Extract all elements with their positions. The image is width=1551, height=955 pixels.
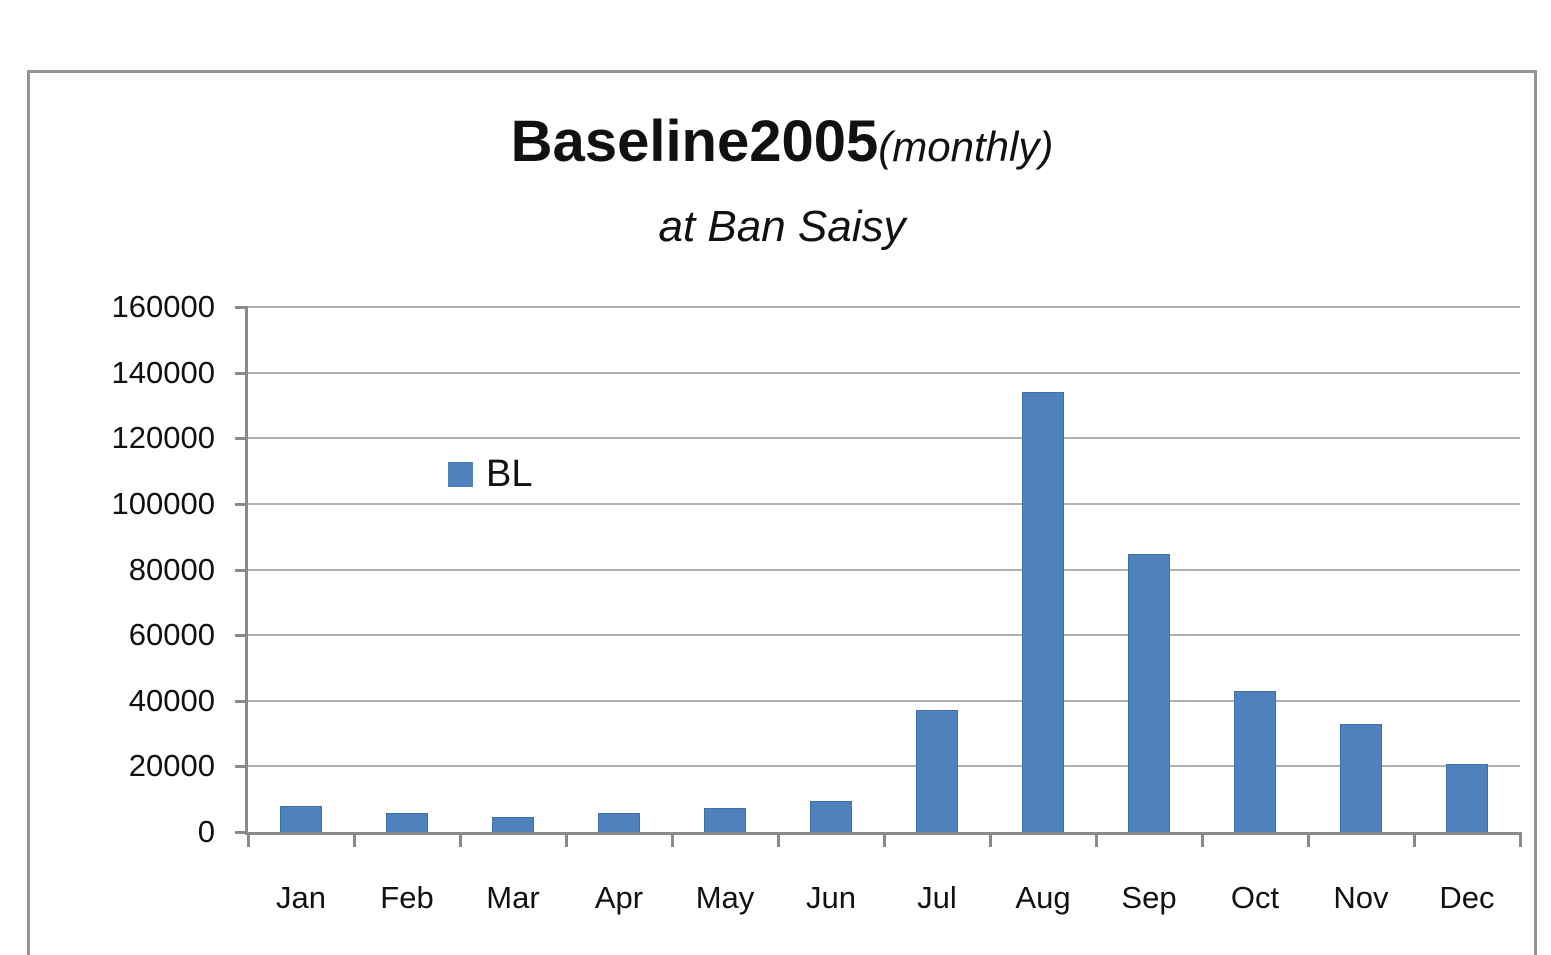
x-axis-tick [353, 832, 356, 847]
gridline [248, 634, 1520, 637]
y-axis-tick [235, 568, 248, 572]
x-axis-category-label: Aug [1015, 880, 1071, 915]
bar-nov [1340, 724, 1382, 832]
bar-aug [1022, 392, 1064, 832]
x-axis-category-label: Dec [1439, 880, 1495, 915]
gridline [248, 437, 1520, 440]
bar-jan [280, 806, 322, 832]
gridline [248, 502, 1520, 505]
y-axis-tick [235, 765, 248, 769]
chart-subtitle: at Ban Saisy [658, 202, 906, 251]
x-axis-category-label: Nov [1333, 880, 1389, 915]
x-axis-tick [1201, 832, 1204, 847]
x-axis-category-label: Mar [486, 880, 540, 915]
y-axis-tick-label: 120000 [111, 420, 215, 456]
x-axis-tick [565, 832, 568, 847]
bar-feb [386, 813, 428, 832]
bar-jun [810, 801, 852, 832]
y-axis-tick-label: 140000 [111, 354, 215, 390]
chart-title-main: Baseline2005 [510, 109, 879, 174]
y-axis-tick-label: 60000 [128, 617, 215, 653]
x-axis-category-label: Feb [380, 880, 434, 915]
x-axis-category-label: Jan [276, 880, 326, 915]
chart-title: Baseline2005(monthly) [27, 108, 1537, 175]
y-axis-tick [235, 634, 248, 638]
x-axis-tick [459, 832, 462, 847]
bar-may [704, 808, 746, 832]
y-axis-tick [235, 699, 248, 703]
gridline [248, 371, 1520, 374]
y-axis-tick-label: 40000 [128, 682, 215, 718]
y-axis-tick-label: 80000 [128, 551, 215, 587]
legend: BL [448, 455, 532, 493]
bar-oct [1234, 691, 1276, 832]
legend-series-label: BL [486, 453, 533, 495]
y-axis-tick [235, 306, 248, 309]
x-axis-category-label: Oct [1230, 880, 1280, 915]
x-axis-tick [1413, 832, 1416, 847]
y-axis-tick-label: 100000 [111, 485, 215, 521]
bar-mar [492, 817, 534, 832]
x-axis-category-label: May [695, 880, 755, 915]
x-axis-tick [1307, 832, 1310, 847]
y-axis-tick-label: 0 [197, 814, 215, 849]
gridline [248, 306, 1520, 308]
x-axis-category-label: Jun [806, 880, 856, 915]
y-axis-tick-label: 160000 [111, 289, 215, 324]
bar-apr [598, 813, 640, 832]
x-axis-tick [247, 832, 250, 847]
gridline [248, 568, 1520, 571]
gridline [248, 699, 1520, 702]
x-axis-tick [1095, 832, 1098, 847]
bar-jul [916, 710, 958, 832]
chart-title-suffix: (monthly) [878, 123, 1054, 170]
y-axis-tick [235, 437, 248, 441]
x-axis-category-label: Jul [917, 880, 957, 915]
legend-swatch-icon [448, 461, 473, 487]
plot-area [245, 306, 1520, 835]
y-axis-tick [235, 502, 248, 506]
x-axis-tick [883, 832, 886, 847]
x-axis-tick [989, 832, 992, 847]
x-axis-tick [1519, 832, 1522, 847]
x-axis-category-label: Sep [1121, 880, 1177, 915]
y-axis-tick-label: 20000 [128, 748, 215, 784]
bar-dec [1446, 764, 1488, 832]
x-axis-category-label: Apr [594, 880, 644, 915]
chart-frame [27, 70, 1537, 955]
gridline [248, 765, 1520, 768]
x-axis-tick [777, 832, 780, 847]
bar-sep [1128, 554, 1170, 832]
y-axis-tick [235, 371, 248, 375]
x-axis-tick [671, 832, 674, 847]
y-axis-tick [235, 831, 248, 834]
